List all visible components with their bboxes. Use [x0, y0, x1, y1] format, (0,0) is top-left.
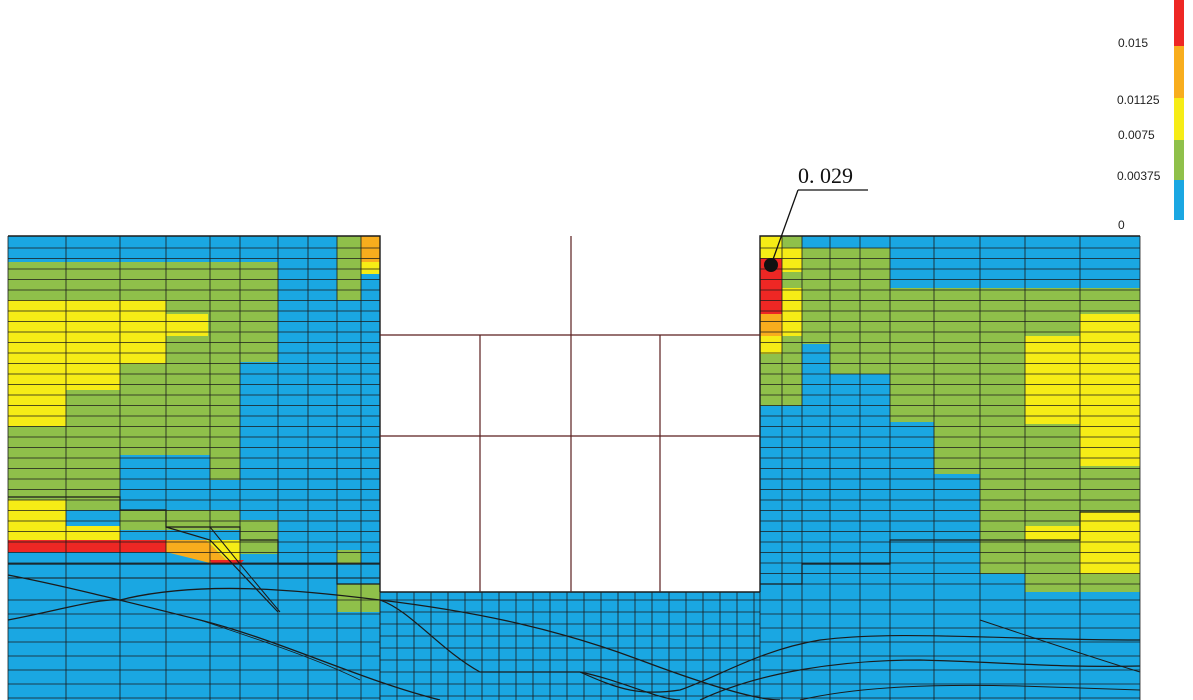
legend-band-blue — [1174, 180, 1184, 220]
legend-band-red — [1174, 0, 1184, 46]
right-wall-contour — [760, 236, 1140, 612]
chamber-grid — [380, 236, 760, 592]
legend-tick-label: 0.0075 — [1118, 128, 1155, 142]
color-legend: 0.015 0.01125 0.0075 0.00375 0 — [1117, 0, 1184, 232]
callout-label: 0. 029 — [798, 163, 853, 188]
legend-tick-label: 0.015 — [1118, 36, 1148, 50]
mesh-outline — [7, 235, 1141, 700]
callout-marker — [764, 258, 778, 272]
legend-tick-label: 0 — [1118, 218, 1125, 232]
legend-tick-label: 0.00375 — [1117, 169, 1161, 183]
legend-tick-label: 0.01125 — [1117, 93, 1160, 107]
legend-band-yellow — [1174, 98, 1184, 140]
left-wall-contour — [8, 236, 380, 612]
max-value-callout: 0. 029 — [764, 163, 868, 272]
callout-leader-line — [770, 189, 799, 266]
legend-band-green — [1174, 140, 1184, 180]
legend-band-orange — [1174, 46, 1184, 98]
mesh-grid — [7, 236, 1141, 700]
